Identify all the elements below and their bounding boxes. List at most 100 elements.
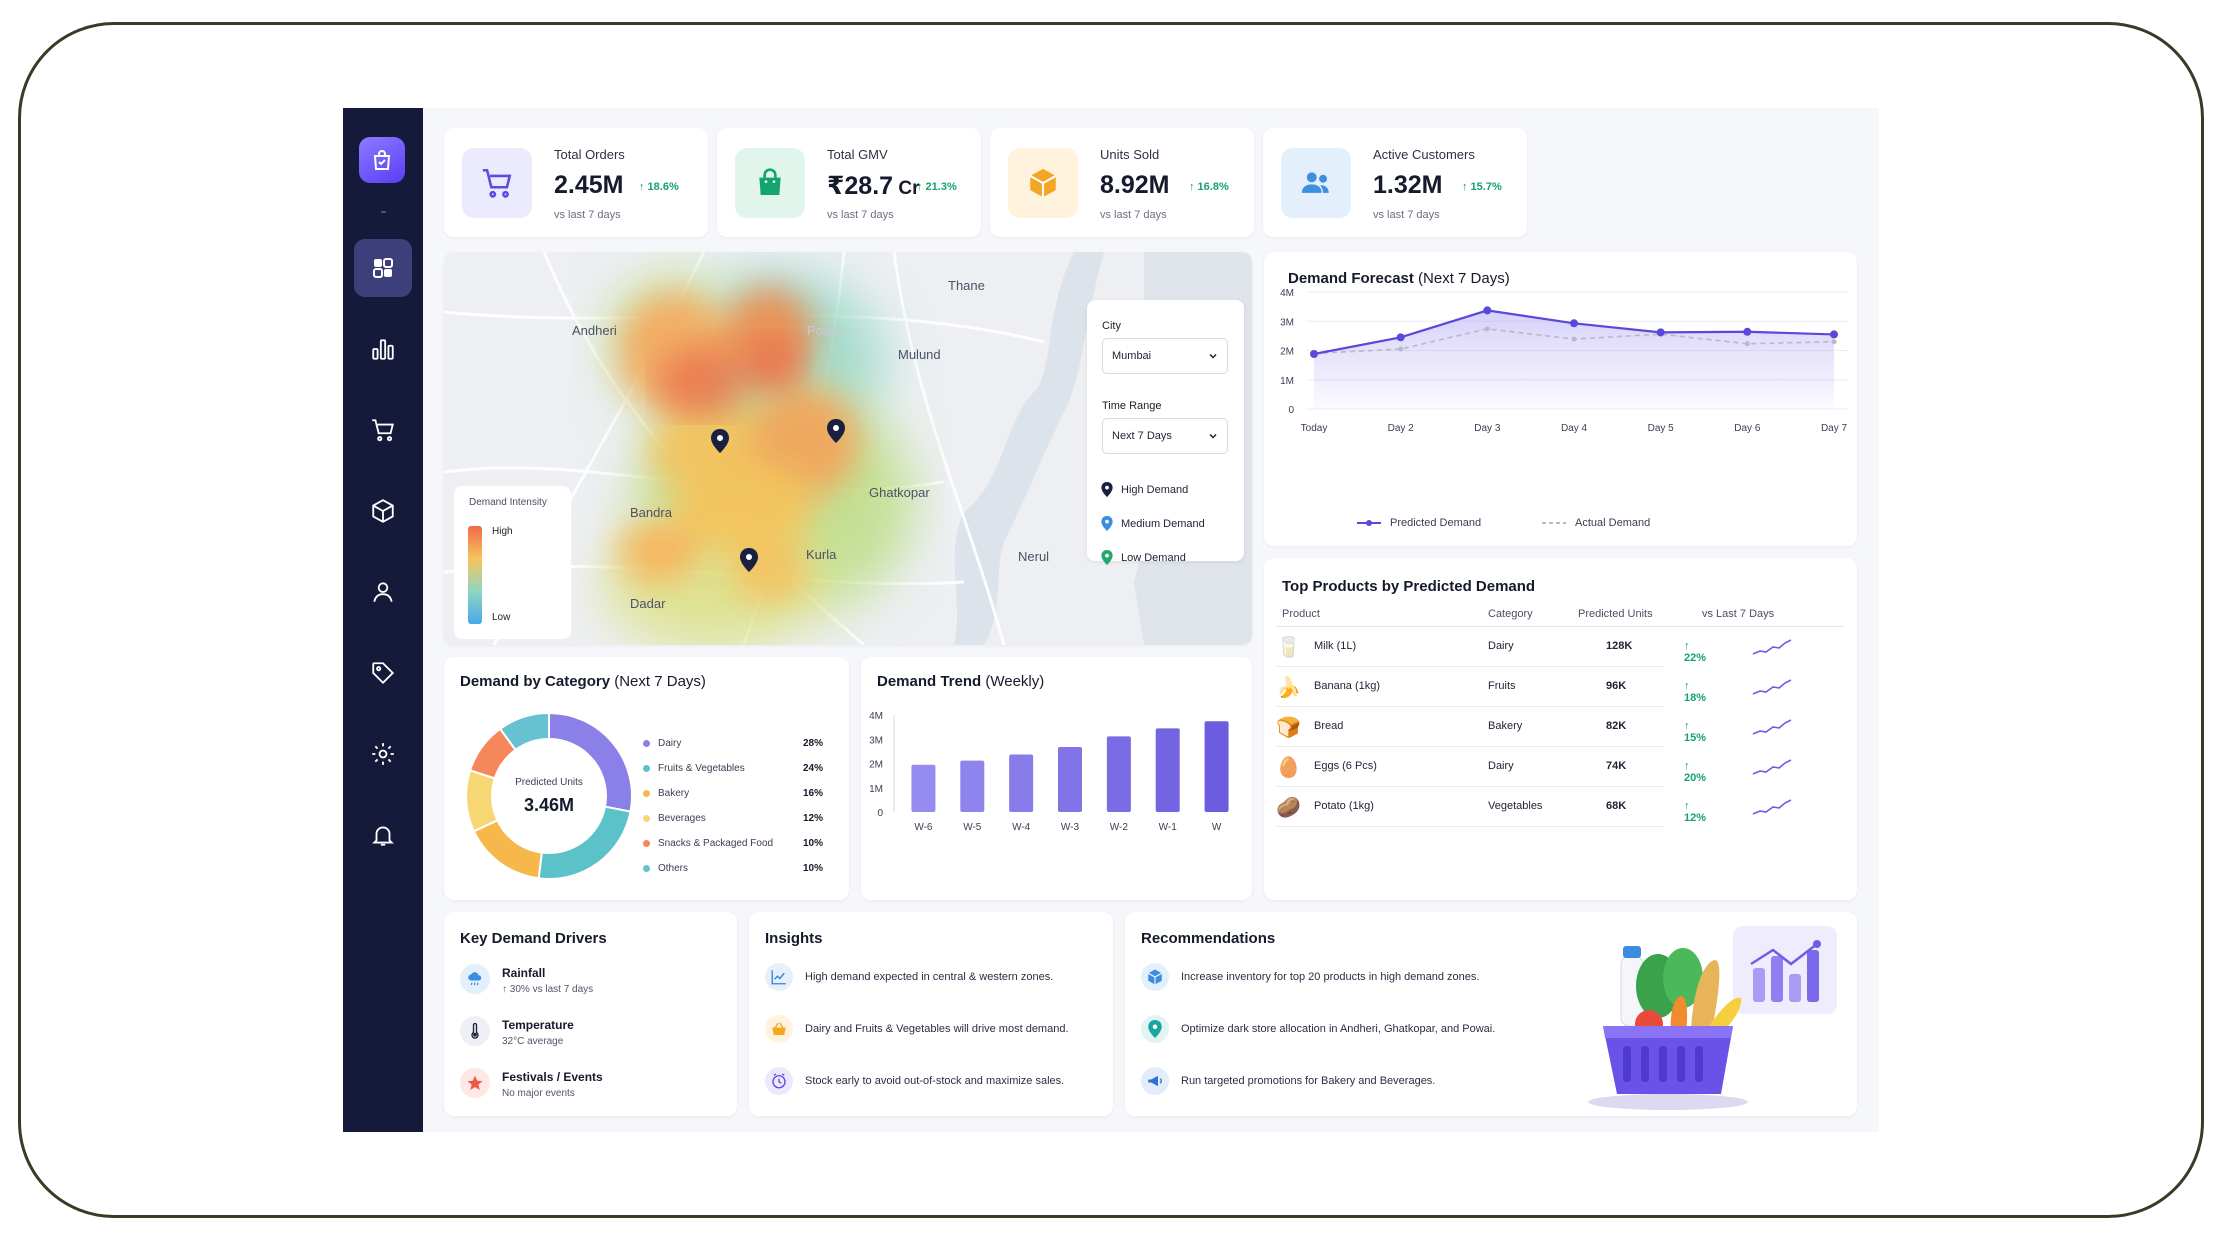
predicted-demand-point <box>1396 333 1405 342</box>
gear-icon <box>372 743 394 765</box>
kpi-delta: ↑ 18.6% <box>639 181 679 193</box>
top-products-card: Top Products by Predicted Demand Product… <box>1264 558 1857 900</box>
legend-predicted-demand: Predicted Demand <box>1357 517 1481 529</box>
legend-high-demand[interactable]: High Demand <box>1101 482 1188 497</box>
table-row[interactable]: 🍞 Bread Bakery 82K ↑ 15% <box>1276 707 1792 747</box>
kpi-value: 1.32M <box>1373 171 1443 199</box>
kpi-note: vs last 7 days <box>1373 209 1440 221</box>
kpi-delta: ↑ 21.3% <box>917 181 957 193</box>
trend-title: Demand Trend (Weekly) <box>877 673 1045 690</box>
recommendation-item: Increase inventory for top 20 products i… <box>1141 963 1479 991</box>
map-filter-panel: City Mumbai Time Range Next 7 Days High … <box>1087 300 1244 565</box>
recommendation-item: Run targeted promotions for Bakery and B… <box>1141 1067 1435 1095</box>
thermometer-icon <box>471 1022 479 1039</box>
box-icon <box>1029 168 1057 198</box>
table-row[interactable]: 🥛 Milk (1L) Dairy 128K ↑ 22% <box>1276 627 1792 667</box>
chevron-down-icon <box>1209 433 1217 439</box>
forecast-title: Demand Forecast (Next 7 Days) <box>1288 270 1510 287</box>
donut-slice <box>472 818 543 880</box>
product-category: Dairy <box>1488 640 1514 652</box>
product-category: Fruits <box>1488 680 1516 692</box>
actual-demand-point <box>1744 341 1750 347</box>
high-demand-pin-icon[interactable] <box>827 419 845 443</box>
megaphone-icon <box>1148 1075 1162 1087</box>
dashboard: Total Orders 2.45M ↑ 18.6% vs last 7 day… <box>343 108 1879 1132</box>
y-tick-label: 3M <box>869 735 883 746</box>
time-range-label: Time Range <box>1102 400 1162 412</box>
donut-slice <box>537 805 632 880</box>
sidebar-item-orders[interactable] <box>354 401 412 459</box>
product-category: Bakery <box>1488 720 1523 732</box>
product-change: ↑ 18% <box>1684 680 1707 704</box>
sidebar-item-inventory[interactable] <box>354 482 412 540</box>
product-image: 🍞 <box>1276 717 1301 739</box>
category-legend-item: Others 10% <box>643 863 823 874</box>
intensity-gradient-bar <box>468 526 482 624</box>
map-background <box>444 252 1252 645</box>
cube-icon <box>1147 969 1163 985</box>
tag-icon <box>372 662 395 685</box>
predicted-area <box>1314 310 1834 409</box>
predicted-demand-point <box>1830 330 1838 339</box>
kpi-delta: ↑ 16.8% <box>1189 181 1229 193</box>
sidebar-item-settings[interactable] <box>354 725 412 783</box>
predicted-demand-point <box>1743 327 1752 336</box>
time-range-select[interactable]: Next 7 Days <box>1102 418 1228 454</box>
demand-intensity-legend: Demand Intensity High Low <box>454 486 571 639</box>
x-tick-label: W <box>1212 822 1222 833</box>
sidebar <box>343 108 423 1132</box>
actual-demand-point <box>1571 336 1577 342</box>
category-legend-value: 28% <box>802 738 823 749</box>
map-pin-icon <box>1101 482 1113 497</box>
y-tick-label: 0 <box>877 808 883 819</box>
shopping-bag-icon <box>759 168 781 195</box>
product-image: 🥚 <box>1276 757 1301 779</box>
actual-demand-point <box>1398 346 1404 352</box>
legend-low-demand[interactable]: Low Demand <box>1101 550 1186 565</box>
sidebar-item-promotions[interactable] <box>354 644 412 702</box>
kpi-label: Units Sold <box>1100 147 1160 162</box>
category-legend-item: Snacks & Packaged Food 10% <box>643 838 823 849</box>
app-logo[interactable] <box>359 137 405 183</box>
demand-by-category-card: Demand by Category (Next 7 Days) Predict… <box>444 657 849 900</box>
kpi-label: Active Customers <box>1373 147 1475 162</box>
kpi-icon-wrap <box>1008 148 1078 218</box>
sidebar-item-dashboard[interactable] <box>354 239 412 297</box>
legend-medium-demand[interactable]: Medium Demand <box>1101 516 1205 531</box>
star-icon <box>467 1075 483 1090</box>
map-place-label: Nerul <box>1018 549 1050 564</box>
legend-actual-demand: Actual Demand <box>1542 517 1651 529</box>
product-image: 🥔 <box>1276 797 1301 819</box>
table-row[interactable]: 🥚 Eggs (6 Pcs) Dairy 74K ↑ 20% <box>1276 747 1792 787</box>
trend-bar <box>1106 736 1131 812</box>
kpi-label: Total GMV <box>827 147 888 162</box>
city-select[interactable]: Mumbai <box>1102 338 1228 374</box>
category-legend-name: Fruits & Vegetables <box>658 763 745 774</box>
trend-bar-chart: 0 1M 2M 3M 4M W-6 W-5 W-4 W-3 W-2 W-1 W <box>869 711 1229 833</box>
forecast-line-chart: 0 1M 2M 3M 4M Today Day 2 Day 3 Day 4 Day 5 Day 6 D… <box>1280 288 1849 434</box>
product-name: Milk (1L) <box>1314 640 1357 652</box>
donut-center-label: Predicted Units <box>515 777 583 788</box>
high-demand-pin-icon[interactable] <box>711 429 729 453</box>
kpi-note: vs last 7 days <box>1100 209 1167 221</box>
map-place-label: Dadar <box>630 596 666 611</box>
kpi-label: Total Orders <box>554 147 625 162</box>
category-title: Demand by Category (Next 7 Days) <box>460 673 706 690</box>
y-tick-label: 4M <box>869 711 883 722</box>
demand-heatmap[interactable]: Andheri Powai Thane Mulund Bandra Ghatko… <box>444 252 1252 645</box>
sidebar-item-analytics[interactable] <box>354 320 412 378</box>
sidebar-item-notifications[interactable] <box>354 806 412 864</box>
recommendation-item: Optimize dark store allocation in Andher… <box>1141 1015 1495 1043</box>
table-row[interactable]: 🍌 Banana (1kg) Fruits 96K ↑ 18% <box>1276 667 1792 707</box>
sidebar-item-customers[interactable] <box>354 563 412 621</box>
product-change: ↑ 12% <box>1684 800 1707 824</box>
high-demand-pin-icon[interactable] <box>740 548 758 572</box>
donut-center-value: 3.46M <box>523 795 575 815</box>
predicted-demand-point <box>1483 306 1492 315</box>
intensity-legend-title: Demand Intensity <box>469 497 547 508</box>
table-row[interactable]: 🥔 Potato (1kg) Vegetables 68K ↑ 12% <box>1276 787 1792 827</box>
product-image: 🍌 <box>1276 677 1301 699</box>
product-name: Potato (1kg) <box>1314 800 1374 812</box>
category-legend-value: 10% <box>802 863 823 874</box>
driver-festivals: Festivals / Events No major events <box>460 1068 603 1099</box>
